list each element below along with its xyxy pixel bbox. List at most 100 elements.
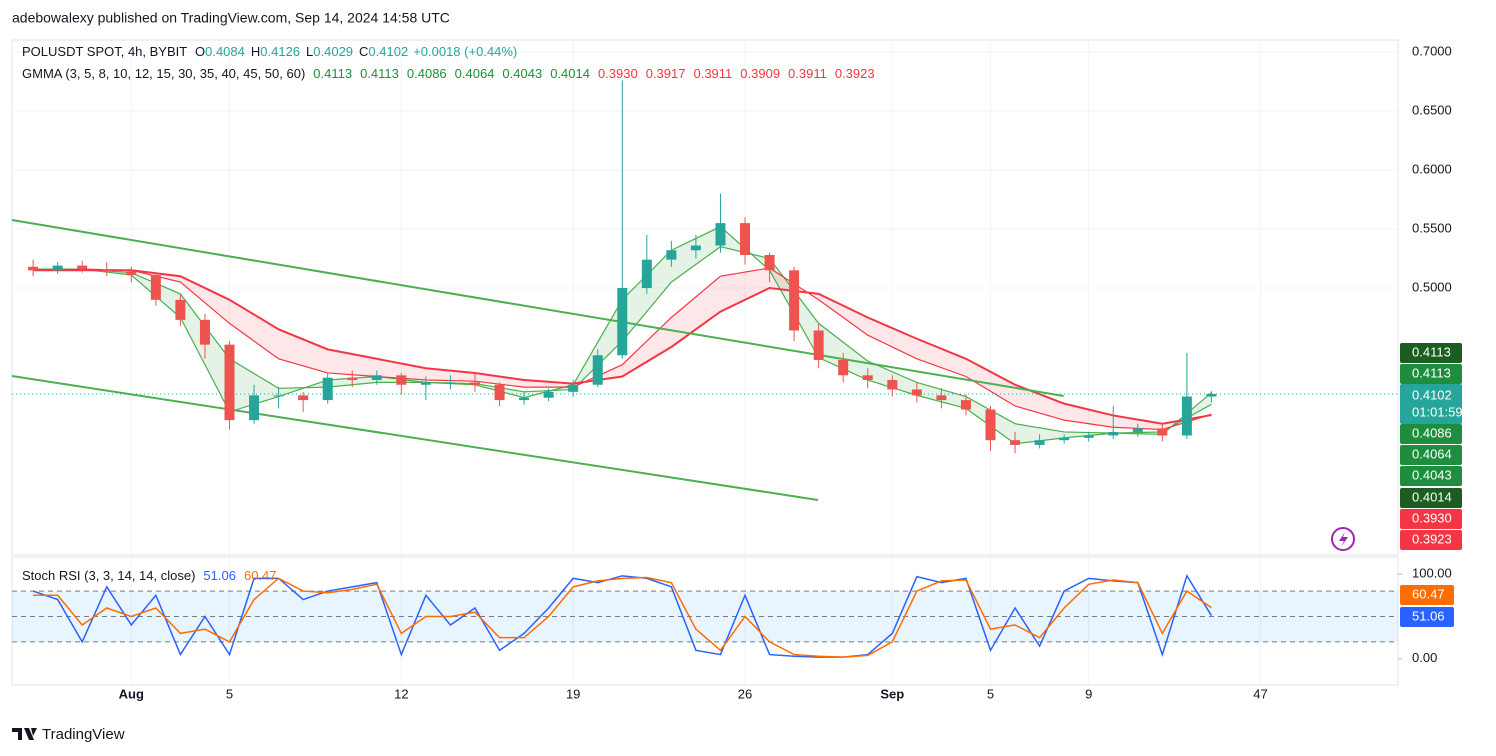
gmma-value: 0.3930 [598,66,638,81]
x-tick-label: Sep [880,686,904,701]
ohlc-value: 0.4126 [260,44,300,59]
ohlc-value: 0.4102 [368,44,408,59]
candle-body [1059,437,1070,441]
price-axis-box [1400,530,1462,550]
candle-body [396,375,407,385]
y-tick-label: 0.5000 [1412,279,1452,294]
legend-title: POLUSDT SPOT, 4h, BYBIT [22,44,187,59]
gmma-value: 0.4014 [550,66,590,81]
candle-body [887,380,898,390]
candle-body [789,270,800,331]
price-pane [11,39,1399,556]
y-tick-label: 0.00 [1412,650,1437,665]
ohlc-label: C [359,44,368,59]
candle-body [936,395,947,401]
price-axis-box [1400,343,1462,363]
candle-body [469,382,480,385]
stoch-axis-label: 60.47 [1412,586,1445,601]
gmma-name: GMMA (3, 5, 8, 10, 12, 15, 30, 35, 40, 4… [22,66,305,81]
candle-body [175,299,186,320]
price-axis-label: 0.4064 [1412,446,1452,461]
gmma-value: 0.4043 [502,66,542,81]
candle-body [911,389,922,396]
stoch-value: 51.06 [203,568,236,583]
candle-body [985,409,996,441]
candle-body [494,384,505,401]
candle-body [371,375,382,381]
gmma-line [33,269,1212,425]
ohlc-value: 0.4084 [205,44,245,59]
candle-body [199,319,210,345]
trendline [11,375,819,502]
brand: TradingView [42,726,125,743]
x-tick-label: 12 [394,686,408,701]
price-axis-label: 0.4113 [1412,365,1451,380]
legend: POLUSDT SPOT, 4h, BYBIT O0.4084 H0.4126 L0.… [22,44,517,59]
gmma-value: 0.3917 [646,66,686,81]
price-axis-box [1400,424,1462,444]
candle-body [592,355,603,385]
candle-body [1083,435,1094,438]
candle-body [249,395,260,421]
stoch-name: Stoch RSI (3, 3, 14, 14, close) [22,568,195,583]
stoch-axis-box [1400,607,1454,627]
gmma-band [33,267,1212,430]
candle-body [1157,428,1168,436]
candle-body [862,375,873,381]
last-price-label: 0.4102 [1412,387,1452,402]
candle-body [764,254,775,271]
gmma-value: 0.3911 [788,66,827,81]
stoch-value: 60.47 [244,568,277,583]
candle-body [813,330,824,360]
y-tick-label: 0.6500 [1412,102,1452,117]
gmma-line [33,267,1212,431]
candle-body [52,265,63,271]
legend: Stoch RSI (3, 3, 14, 14, close) 51.06 60.4… [22,568,277,583]
candle-body [347,377,358,381]
candle-body [617,288,628,356]
gmma-value: 0.3923 [835,66,875,81]
price-axis-label: 0.3923 [1412,531,1452,546]
candle-body [322,377,333,401]
ohlc-value: 0.4029 [313,44,353,59]
candle-body [519,397,530,401]
alert-bolt [1339,532,1348,547]
gmma-value: 0.4064 [455,66,495,81]
candle-body [1132,428,1143,432]
x-tick-label: 5 [226,686,233,701]
candle-body [101,269,112,272]
alert-icon[interactable] [1331,527,1355,551]
stoch-line [33,576,1212,658]
legend: GMMA (3, 5, 8, 10, 12, 15, 30, 35, 40, 4… [22,66,875,81]
candle-body [150,275,161,300]
x-tick-label: 19 [566,686,580,701]
candle-body [838,359,849,376]
candle-body [126,271,137,276]
trendline [11,219,1064,397]
candle-body [690,245,701,251]
candle-body [1108,431,1119,436]
candle-body [1010,440,1021,445]
gmma-value: 0.4113 [313,66,352,81]
candle-body [960,400,971,410]
candle-body [224,344,235,421]
x-tick-label: 5 [987,686,994,701]
last-price-box [1400,384,1462,424]
x-tick-label: 9 [1085,686,1092,701]
x-tick-label: 26 [738,686,752,701]
price-axis-box [1400,509,1462,529]
y-tick-label: 0.6000 [1412,161,1452,176]
candle-body [273,395,284,397]
ohlc-label: L [306,44,313,59]
candle-body [543,391,554,398]
candle-body [1034,440,1045,445]
ohlc-label: H [251,44,260,59]
candle-body [641,259,652,289]
price-axis-label: 0.3930 [1412,510,1452,525]
countdown: 01:01:59 [1412,404,1463,419]
candle-body [715,223,726,246]
candle-body [666,250,677,260]
price-axis-label: 0.4043 [1412,467,1452,482]
gmma-value: 0.4086 [407,66,447,81]
brand-logo [12,728,37,740]
